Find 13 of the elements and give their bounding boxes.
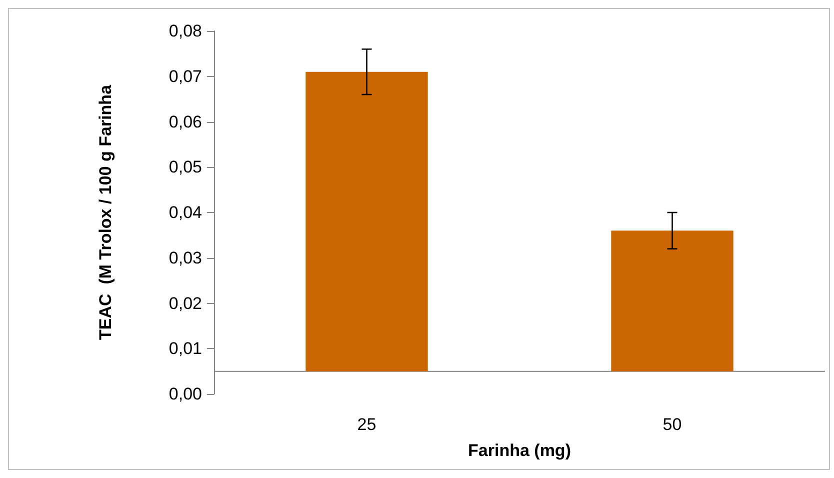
y-tick-label: 0,07 [168,66,202,86]
y-tick-label: 0,03 [168,248,202,268]
y-tick-label: 0,08 [168,22,202,40]
y-axis-title: TEAC (M Trolox / 100 g Farinha [96,84,115,340]
y-tick-label: 0,04 [168,203,202,222]
y-tick-label: 0,06 [168,112,202,132]
y-tick-label: 0,02 [168,294,202,313]
y-tick-label: 0,00 [168,384,202,404]
y-tick-label: 0,05 [168,158,202,177]
x-tick-label: 25 [357,415,376,434]
x-tick-label: 50 [662,415,682,434]
y-tick-label: 0,01 [168,339,202,358]
x-axis-title: Farinha (mg) [468,441,571,460]
